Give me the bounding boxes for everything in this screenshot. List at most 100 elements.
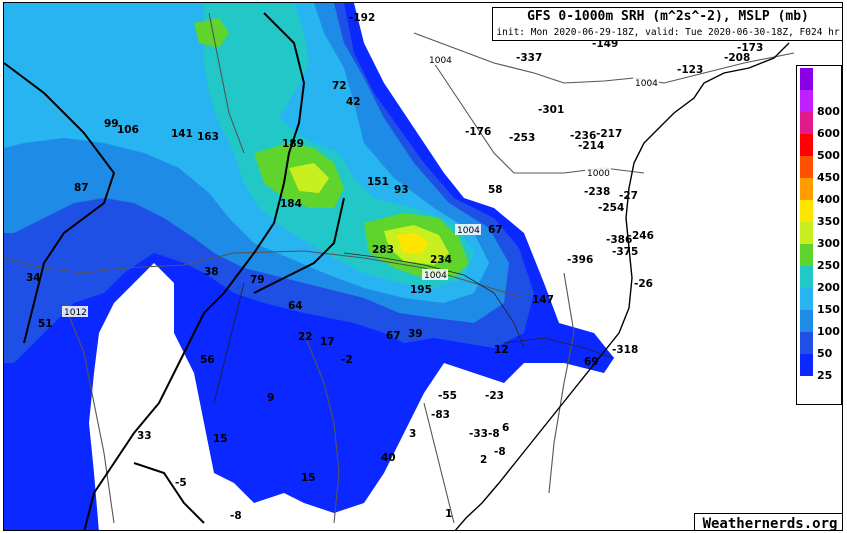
srh-contour-350 <box>396 233 429 253</box>
map-title: GFS 0-1000m SRH (m^2s^-2), MSLP (mb) <box>527 9 809 24</box>
srh-value-label: 184 <box>280 198 302 210</box>
srh-value-label: 234 <box>430 254 452 266</box>
srh-shading <box>4 3 614 530</box>
srh-value-label: 1 <box>445 508 452 520</box>
srh-value-label: -253 <box>509 132 535 144</box>
srh-value-label: -254 <box>598 202 624 214</box>
srh-value-label: -337 <box>516 52 542 64</box>
srh-value-label: 106 <box>117 124 139 136</box>
legend-swatch <box>800 112 813 134</box>
srh-contour-250-north <box>194 18 229 48</box>
srh-value-label: -236 <box>570 130 596 142</box>
isobar-label-bg <box>633 77 659 88</box>
borders <box>4 12 345 530</box>
srh-value-label: 151 <box>367 176 389 188</box>
isobar-label-bg <box>422 269 448 280</box>
isobar-label-bg <box>585 167 611 178</box>
border-line <box>133 462 205 524</box>
srh-value-label: 9 <box>267 392 274 404</box>
legend-swatch <box>800 354 813 376</box>
legend-label: 800 <box>817 105 840 118</box>
srh-value-label: -8 <box>494 446 506 458</box>
border-line <box>503 337 615 359</box>
legend-label: 100 <box>817 325 840 338</box>
legend-swatch <box>800 134 813 156</box>
map-frame: -192 -149 -173 -208 -123 -337 -301 -176 -253 -236… <box>3 2 843 531</box>
srh-value-label: 79 <box>250 274 265 286</box>
srh-value-label: 64 <box>288 300 303 312</box>
srh-value-label: 3 <box>409 428 416 440</box>
srh-value-label: 22 <box>298 331 313 343</box>
legend-swatch <box>800 68 813 90</box>
srh-value-label: -318 <box>612 344 638 356</box>
srh-value-label: -301 <box>538 104 564 116</box>
isobar-labels: 1004 1004 1000 1004 1004 1012 <box>62 54 659 318</box>
legend-label: 25 <box>817 369 833 382</box>
legend-swatch <box>800 200 813 222</box>
legend-swatch <box>800 332 813 354</box>
legend-label: 50 <box>817 347 833 360</box>
legend-label: 250 <box>817 259 840 272</box>
srh-value-label: 69 <box>584 356 599 368</box>
srh-value-label: 38 <box>204 266 219 278</box>
isobar-line <box>413 32 795 84</box>
srh-value-label: 2 <box>480 454 487 466</box>
legend-swatch <box>800 156 813 178</box>
credit-label: Weathernerds.org <box>694 513 842 530</box>
legend-label: 400 <box>817 193 840 206</box>
srh-contour-300-west <box>289 163 329 193</box>
srh-value-label: 141 <box>171 128 193 140</box>
srh-value-label: -375 <box>612 246 638 258</box>
legend-swatch <box>800 244 813 266</box>
legend-label: 600 <box>817 127 840 140</box>
legend-label: 300 <box>817 237 840 250</box>
srh-value-label: 15 <box>213 433 228 445</box>
srh-value-label: -217 <box>596 128 622 140</box>
srh-value-label: 33 <box>137 430 152 442</box>
legend-label: 350 <box>817 215 840 228</box>
borders-thin <box>213 252 615 404</box>
srh-value-label: 93 <box>394 184 409 196</box>
srh-value-label: -8 <box>488 428 500 440</box>
isobar-line <box>433 62 645 174</box>
isobar-line <box>63 302 115 524</box>
srh-value-label: -33 <box>469 428 488 440</box>
legend-swatch <box>800 178 813 200</box>
srh-value-label: 189 <box>282 138 304 150</box>
srh-value-label: -8 <box>230 510 242 522</box>
legend-label: 150 <box>817 303 840 316</box>
legend-swatch <box>800 266 813 288</box>
srh-value-label: -55 <box>438 390 457 402</box>
srh-value-label: -149 <box>592 38 618 50</box>
title-box: GFS 0-1000m SRH (m^2s^-2), MSLP (mb) ini… <box>492 7 842 41</box>
border-line <box>213 282 245 404</box>
srh-value-label: -386 <box>606 234 632 246</box>
srh-value-label: 34 <box>26 272 41 284</box>
srh-value-label: -214 <box>578 140 604 152</box>
legend-swatch <box>800 288 813 310</box>
srh-value-label: -26 <box>634 278 653 290</box>
isobar-label: 1012 <box>64 308 87 318</box>
srh-value-label: -238 <box>584 186 610 198</box>
srh-value-label: -192 <box>349 12 375 24</box>
isobar-label-bg <box>427 54 453 65</box>
isobar-line <box>303 332 340 524</box>
srh-value-label: 147 <box>532 294 554 306</box>
srh-value-label: 39 <box>408 328 423 340</box>
srh-value-label: 195 <box>410 284 432 296</box>
srh-value-label: -176 <box>465 126 491 138</box>
srh-value-label: 17 <box>320 336 335 348</box>
legend-swatch <box>800 90 813 112</box>
coastline <box>454 42 790 530</box>
srh-value-label: 56 <box>200 354 215 366</box>
legend-swatch <box>800 222 813 244</box>
legend-label: 450 <box>817 171 840 184</box>
srh-value-label: 67 <box>488 224 503 236</box>
border-line <box>253 197 345 294</box>
coastline-path <box>454 42 790 530</box>
srh-value-label: 99 <box>104 118 119 130</box>
legend-label: 500 <box>817 149 840 162</box>
srh-value-label: 163 <box>197 131 219 143</box>
srh-value-label: -5 <box>175 477 187 489</box>
legend-swatch <box>800 310 813 332</box>
